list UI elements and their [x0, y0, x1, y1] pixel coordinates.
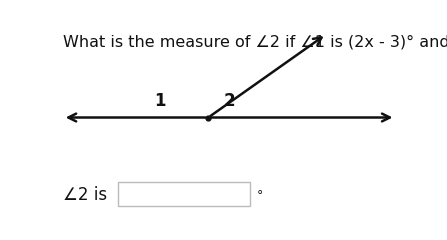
Text: ∠2 is: ∠2 is [63, 186, 107, 204]
Text: 1: 1 [154, 92, 165, 110]
Text: 2: 2 [223, 92, 235, 110]
Text: °: ° [257, 189, 263, 202]
FancyBboxPatch shape [118, 182, 250, 206]
Text: What is the measure of ∠2 if ∠1 is (2x - 3)° and ∠2 is (8x)°?: What is the measure of ∠2 if ∠1 is (2x -… [63, 34, 447, 49]
